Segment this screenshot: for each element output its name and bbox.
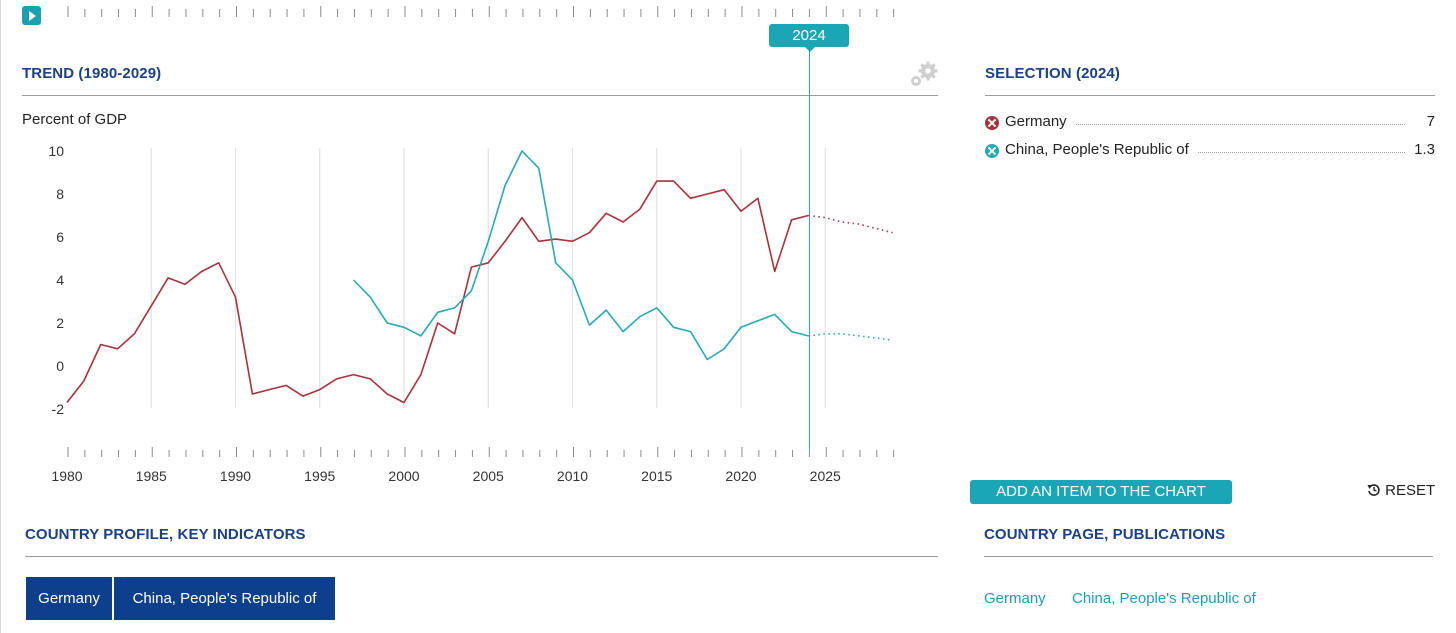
legend-item-label: Germany	[1005, 113, 1075, 130]
reset-label: RESET	[1385, 482, 1436, 499]
profile-button-china[interactable]: China, People's Republic of	[114, 577, 335, 620]
selection-divider	[985, 95, 1435, 96]
trend-title: TREND (1980-2029)	[22, 65, 162, 82]
x-tick-label: 2025	[810, 468, 841, 484]
legend-item-china: China, People's Republic of 1.3	[985, 141, 1435, 163]
x-tick-label: 1995	[304, 468, 335, 484]
play-icon[interactable]	[22, 6, 41, 25]
selected-year-tag[interactable]: 2024	[769, 24, 849, 52]
y-tick-label: -2	[52, 401, 65, 417]
trend-divider	[22, 95, 938, 96]
y-tick-label: 10	[48, 143, 64, 159]
legend-item-value: 7	[1420, 113, 1435, 130]
add-item-button[interactable]: ADD AN ITEM TO THE CHART	[970, 480, 1232, 504]
remove-icon[interactable]	[985, 116, 999, 130]
y-tick-label: 4	[56, 272, 64, 288]
y-tick-label: 2	[56, 315, 64, 331]
x-tick-label: 2000	[388, 468, 419, 484]
legend-item-germany: Germany 7	[985, 113, 1435, 135]
leader-dots	[1005, 152, 1405, 153]
timeline-slider[interactable]	[0, 0, 960, 24]
series-projection-germany[interactable]	[808, 214, 893, 234]
series-line-china[interactable]	[352, 150, 809, 361]
profile-button-germany[interactable]: Germany	[26, 577, 112, 620]
x-tick-label: 1980	[51, 468, 82, 484]
legend-item-label: China, People's Republic of	[1005, 141, 1197, 158]
x-tick-label: 2005	[473, 468, 504, 484]
y-tick-label: 0	[56, 358, 64, 374]
page-left-border	[0, 0, 1, 633]
series-line-germany[interactable]	[66, 180, 809, 404]
publications-title: COUNTRY PAGE, PUBLICATIONS	[984, 526, 1226, 543]
y-tick-label: 8	[56, 186, 64, 202]
y-tick-label: 6	[56, 229, 64, 245]
publication-link-china[interactable]: China, People's Republic of	[1072, 590, 1256, 607]
selected-year-line[interactable]	[809, 46, 810, 450]
gear-icon[interactable]	[908, 60, 940, 90]
x-tick-label: 2010	[557, 468, 588, 484]
x-tick-label: 2020	[725, 468, 756, 484]
profile-divider	[25, 556, 938, 557]
leader-dots	[1005, 124, 1405, 125]
y-axis-label: Percent of GDP	[22, 111, 128, 128]
profile-title: COUNTRY PROFILE, KEY INDICATORS	[25, 526, 306, 543]
x-tick-label: 1990	[220, 468, 251, 484]
reset-icon	[1367, 484, 1380, 496]
publication-link-germany[interactable]: Germany	[984, 590, 1046, 607]
x-tick-label: 1985	[136, 468, 167, 484]
x-tick-label: 2015	[641, 468, 672, 484]
legend-item-value: 1.3	[1408, 141, 1435, 158]
reset-button[interactable]: RESET	[1367, 482, 1435, 499]
publications-divider	[984, 556, 1433, 557]
remove-icon[interactable]	[985, 144, 999, 158]
trend-chart: 10 8 6 4 2 0 -2 1980 1985 1990 1995 2000 2005 2010 201…	[48, 143, 895, 484]
series-projection-china[interactable]	[808, 333, 893, 341]
selection-title: SELECTION (2024)	[985, 65, 1120, 82]
